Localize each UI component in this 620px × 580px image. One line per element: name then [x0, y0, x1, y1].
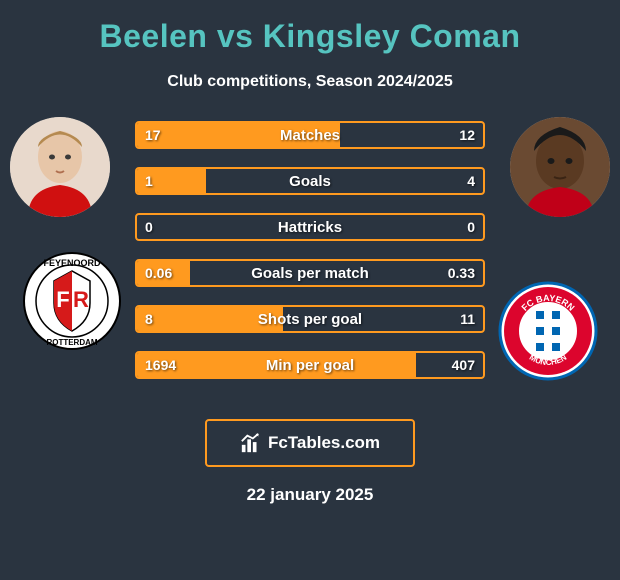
stat-label: Shots per goal: [137, 307, 483, 331]
stat-label: Matches: [137, 123, 483, 147]
stat-label: Min per goal: [137, 353, 483, 377]
stat-label: Hattricks: [137, 215, 483, 239]
player-left-club-logo: FEYENOORD ROTTERDAM F R: [22, 251, 122, 351]
brand-label: FcTables.com: [268, 433, 380, 453]
player-right-avatar: [510, 117, 610, 217]
chart-icon: [240, 432, 262, 454]
stat-label: Goals per match: [137, 261, 483, 285]
stat-row: 0.060.33Goals per match: [135, 259, 485, 287]
stat-row: 811Shots per goal: [135, 305, 485, 333]
stat-row: 1712Matches: [135, 121, 485, 149]
stat-row: 1694407Min per goal: [135, 351, 485, 379]
brand-box: FcTables.com: [205, 419, 415, 467]
svg-text:F: F: [56, 287, 69, 312]
stat-row: 14Goals: [135, 167, 485, 195]
stat-row: 00Hattricks: [135, 213, 485, 241]
date-label: 22 january 2025: [0, 485, 620, 505]
svg-text:ROTTERDAM: ROTTERDAM: [46, 338, 97, 347]
player-left-avatar: [10, 117, 110, 217]
page-subtitle: Club competitions, Season 2024/2025: [0, 73, 620, 91]
stat-bars: 1712Matches 14Goals 00Hattricks 0.060.33Goa…: [135, 121, 485, 397]
svg-text:FEYENOORD: FEYENOORD: [43, 258, 101, 268]
svg-text:R: R: [73, 287, 89, 312]
page-title: Beelen vs Kingsley Coman: [0, 18, 620, 55]
player-right-club-logo: FC BAYERN MÜNCHEN: [498, 281, 598, 381]
stat-label: Goals: [137, 169, 483, 193]
comparison-main: FEYENOORD ROTTERDAM F R: [0, 121, 620, 401]
